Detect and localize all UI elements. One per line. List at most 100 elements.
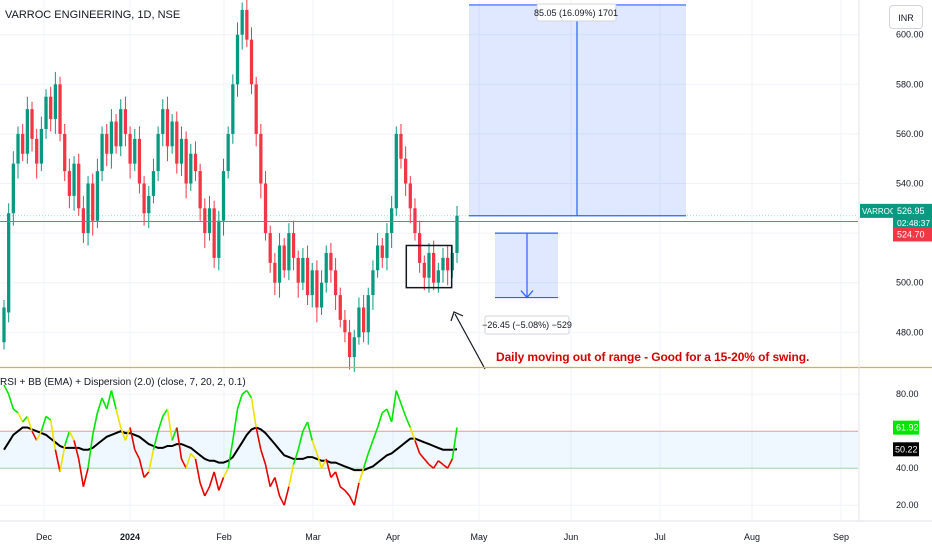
rsi-line-segment bbox=[208, 471, 215, 487]
rsi-line-segment bbox=[110, 390, 117, 410]
candle-body bbox=[231, 84, 235, 134]
candle-body bbox=[441, 257, 445, 271]
price-tick-label: 580.00 bbox=[896, 79, 924, 89]
price-tick-label: 500.00 bbox=[896, 278, 924, 288]
rsi-line-segment bbox=[87, 434, 94, 469]
candle-body bbox=[49, 96, 53, 120]
rsi-line-segment bbox=[176, 427, 183, 460]
rsi-line-segment bbox=[12, 408, 19, 414]
rsi-line-segment bbox=[190, 452, 197, 460]
osc-tick-label: 20.00 bbox=[896, 500, 919, 510]
x-tick-label: Dec bbox=[36, 532, 53, 542]
rsi-line-segment bbox=[241, 389, 248, 395]
candle-body bbox=[315, 270, 319, 308]
rsi-line-segment bbox=[325, 458, 332, 478]
candle-body bbox=[114, 121, 118, 147]
rsi-line-segment bbox=[432, 460, 439, 469]
candle-body bbox=[226, 133, 230, 172]
rsi-line-segment bbox=[227, 440, 234, 469]
rsi-line-segment bbox=[204, 486, 211, 497]
candle-body bbox=[100, 133, 104, 172]
range-lower-arrowhead bbox=[520, 290, 534, 299]
rsi-line-segment bbox=[54, 449, 61, 473]
x-tick-label: Mar bbox=[305, 532, 321, 542]
candle-body bbox=[240, 9, 244, 35]
rsi-line-segment bbox=[437, 460, 444, 466]
rsi-line-segment bbox=[297, 431, 304, 450]
price-tick-label: 540.00 bbox=[896, 179, 924, 189]
rsi-line-segment bbox=[390, 390, 398, 423]
x-tick-label: Feb bbox=[216, 532, 232, 542]
osc-band-fill bbox=[0, 431, 858, 469]
ma-label: 524.70 bbox=[897, 229, 925, 239]
candle-body bbox=[142, 183, 146, 214]
signal-value-bg bbox=[893, 442, 919, 457]
candle-body bbox=[91, 183, 95, 221]
rsi-line-segment bbox=[82, 468, 89, 487]
candle-body bbox=[455, 215, 459, 253]
annotation-note: Daily moving out of range - Good for a 1… bbox=[496, 350, 810, 364]
candle-body bbox=[338, 295, 342, 320]
candle-body bbox=[16, 133, 20, 164]
symbol-label-bg bbox=[860, 203, 893, 218]
rsi-line-segment bbox=[320, 458, 327, 469]
rsi-line-segment bbox=[45, 415, 52, 421]
rsi-line-segment bbox=[157, 416, 164, 432]
rsi-line-segment bbox=[442, 463, 449, 469]
rsi-line-segment bbox=[59, 445, 66, 473]
candle-body bbox=[35, 138, 39, 164]
candle-body bbox=[422, 262, 426, 278]
candle-body bbox=[366, 295, 370, 333]
candle-body bbox=[25, 109, 29, 154]
candle-body bbox=[343, 319, 347, 333]
rsi-line-segment bbox=[143, 471, 150, 478]
rsi-line-segment bbox=[292, 449, 299, 465]
candle-body bbox=[63, 133, 67, 172]
range-upper-label: 85.05 (16.09%) 1701 bbox=[534, 8, 618, 18]
annotation-arrow bbox=[454, 313, 486, 370]
rsi-line-segment bbox=[419, 452, 425, 460]
rsi-line-segment bbox=[339, 486, 346, 492]
candle-body bbox=[259, 133, 263, 184]
rsi-line-segment bbox=[105, 390, 113, 410]
rsi-line-segment bbox=[404, 416, 412, 428]
candle-body bbox=[394, 133, 398, 209]
candle-body bbox=[175, 121, 179, 164]
rsi-line-segment bbox=[171, 427, 178, 441]
rsi-line-segment bbox=[358, 467, 365, 484]
rsi-line-segment bbox=[101, 397, 108, 410]
candle-body bbox=[193, 153, 198, 172]
candle-body bbox=[95, 171, 100, 221]
candle-body bbox=[151, 171, 156, 196]
candle-body bbox=[198, 171, 202, 209]
rsi-line-segment bbox=[446, 458, 454, 469]
candle-body bbox=[147, 195, 151, 214]
rsi-line-segment bbox=[120, 427, 127, 441]
candle-body bbox=[58, 84, 62, 134]
range-lower-label: −26.45 (−5.08%) −529 bbox=[482, 320, 572, 330]
candle-body bbox=[436, 270, 440, 283]
currency-button[interactable]: INR bbox=[889, 5, 923, 29]
last-price-label-bg bbox=[893, 203, 932, 230]
rsi-line-segment bbox=[96, 397, 103, 413]
candle-body bbox=[263, 183, 268, 234]
rsi-line-segment bbox=[7, 393, 15, 410]
candle-body bbox=[203, 208, 207, 234]
rsi-line-segment bbox=[166, 408, 173, 441]
candle-body bbox=[133, 138, 137, 164]
candle-body bbox=[137, 138, 142, 184]
candle-body bbox=[301, 257, 305, 283]
rsi-line-segment bbox=[194, 458, 201, 484]
symbol-label: VARROC bbox=[862, 207, 896, 216]
rsi-line-segment bbox=[250, 397, 257, 428]
osc-tick-label: 40.00 bbox=[896, 463, 919, 473]
rsi-line-segment bbox=[348, 495, 355, 506]
candle-body bbox=[44, 96, 48, 129]
candle-body bbox=[375, 245, 380, 271]
rsi-line-segment bbox=[353, 482, 360, 506]
rsi-line-segment bbox=[278, 495, 285, 506]
rsi-line-segment bbox=[91, 412, 99, 436]
rsi-line-segment bbox=[26, 416, 33, 432]
candle-body bbox=[287, 233, 291, 271]
